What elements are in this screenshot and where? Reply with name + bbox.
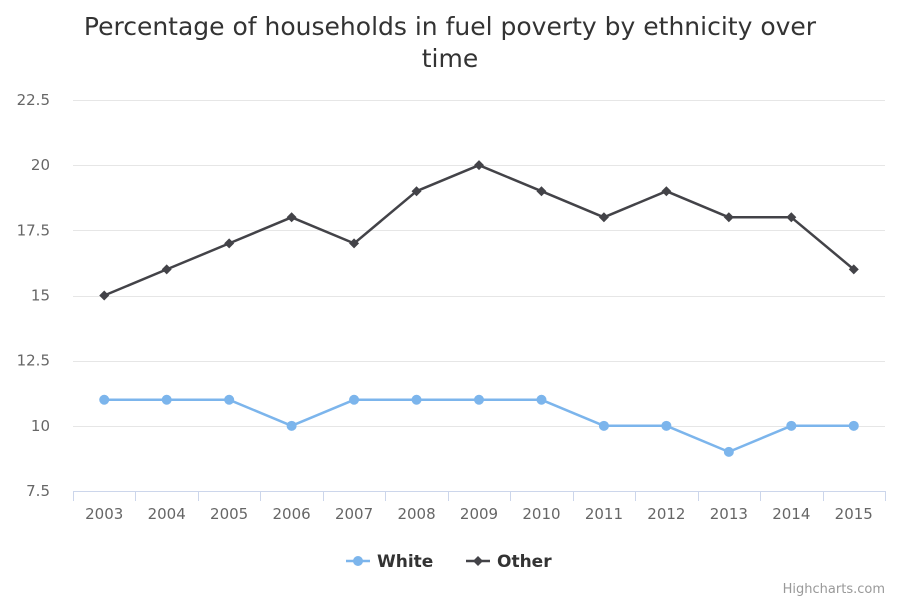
- series-white[interactable]: [99, 394, 859, 457]
- x-tick-label: 2013: [710, 505, 748, 523]
- x-tick-label: 2004: [148, 505, 186, 523]
- x-tick-label: 2014: [772, 505, 810, 523]
- y-tick-label: 7.5: [26, 482, 50, 500]
- data-point[interactable]: [661, 186, 672, 197]
- data-point[interactable]: [349, 394, 360, 405]
- data-point[interactable]: [286, 212, 297, 223]
- credits-link[interactable]: Highcharts.com: [783, 582, 885, 597]
- series-line-white[interactable]: [104, 398, 854, 454]
- data-point[interactable]: [723, 446, 734, 457]
- legend-label: White: [377, 552, 433, 572]
- x-tick-label: 2009: [460, 505, 498, 523]
- y-tick-label: 17.5: [17, 221, 50, 239]
- legend-marker: [473, 556, 483, 566]
- data-point[interactable]: [99, 394, 110, 405]
- chart-title: Percentage of households in fuel poverty…: [84, 12, 817, 73]
- y-tick-label: 10: [31, 417, 50, 435]
- x-tick-label: 2008: [397, 505, 435, 523]
- data-point[interactable]: [411, 394, 422, 405]
- data-point[interactable]: [661, 420, 672, 431]
- grid-lines: [73, 100, 885, 427]
- legend-marker: [353, 556, 363, 566]
- data-point[interactable]: [598, 420, 609, 431]
- chart-title-line-2: time: [422, 44, 478, 73]
- data-point[interactable]: [536, 186, 547, 197]
- x-tick-label: 2005: [210, 505, 248, 523]
- data-point[interactable]: [286, 420, 297, 431]
- x-axis: 2003 2004 2005 2006 2007 2008 2009 2010 2011 2012…: [73, 491, 886, 523]
- plot-area: [99, 160, 859, 457]
- data-point[interactable]: [536, 394, 547, 405]
- chart-title-line-1: Percentage of households in fuel poverty…: [84, 12, 817, 41]
- x-tick-label: 2012: [647, 505, 685, 523]
- data-point[interactable]: [224, 238, 235, 249]
- data-point[interactable]: [99, 290, 110, 301]
- y-tick-label: 15: [31, 287, 50, 305]
- data-point[interactable]: [848, 420, 859, 431]
- x-tick-label: 2011: [585, 505, 623, 523]
- legend: White Other: [346, 552, 552, 572]
- data-point[interactable]: [786, 420, 797, 431]
- y-tick-label: 20: [31, 156, 50, 174]
- data-point[interactable]: [848, 264, 859, 275]
- legend-item-white[interactable]: White: [346, 552, 433, 572]
- data-point[interactable]: [786, 212, 797, 223]
- series-other[interactable]: [99, 160, 859, 301]
- data-point[interactable]: [411, 186, 422, 197]
- data-point[interactable]: [224, 394, 235, 405]
- legend-item-other[interactable]: Other: [466, 552, 552, 572]
- data-point[interactable]: [161, 264, 172, 275]
- data-point[interactable]: [474, 394, 484, 405]
- data-point[interactable]: [723, 212, 734, 223]
- x-tick-label: 2015: [835, 505, 873, 523]
- x-tick-label: 2006: [273, 505, 311, 523]
- data-point[interactable]: [598, 212, 609, 223]
- y-tick-label: 12.5: [17, 352, 50, 370]
- legend-label: Other: [497, 552, 552, 572]
- data-point[interactable]: [161, 394, 172, 405]
- data-point[interactable]: [349, 238, 360, 249]
- data-point[interactable]: [474, 160, 484, 171]
- x-tick-label: 2003: [85, 505, 123, 523]
- y-tick-label: 22.5: [17, 91, 50, 109]
- x-tick-label: 2010: [522, 505, 560, 523]
- x-tick-label: 2007: [335, 505, 373, 523]
- y-axis: 7.5 10 12.5 15 17.5 20 22.5: [17, 91, 50, 500]
